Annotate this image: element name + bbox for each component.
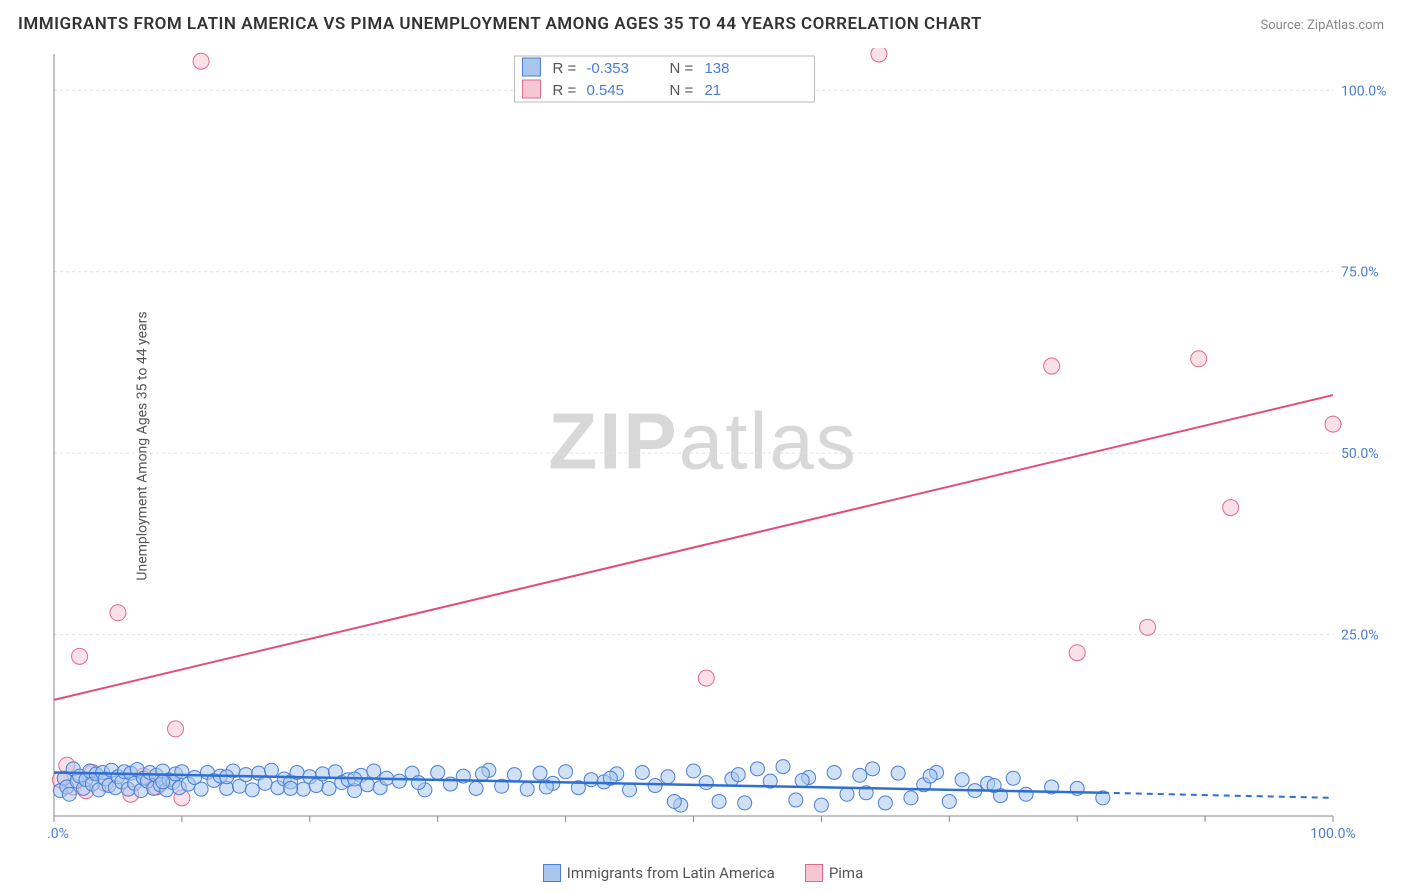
svg-text:100.0%: 100.0% [1310,826,1355,842]
legend-bottom: Immigrants from Latin America Pima [0,864,1406,882]
svg-text:100.0%: 100.0% [1341,83,1386,99]
svg-text:0.0%: 0.0% [48,826,69,842]
svg-text:21: 21 [704,82,721,99]
source-label: Source: ZipAtlas.com [1260,18,1384,33]
svg-text:R =: R = [552,82,576,99]
svg-text:N =: N = [669,82,693,99]
svg-text:N =: N = [669,60,693,77]
legend-item-a: Immigrants from Latin America [543,864,775,882]
svg-text:R =: R = [552,60,576,77]
svg-text:-0.353: -0.353 [586,60,629,77]
legend-item-b: Pima [805,864,863,882]
svg-text:0.545: 0.545 [586,82,624,99]
svg-text:138: 138 [704,60,729,77]
svg-text:75.0%: 75.0% [1341,265,1379,281]
swatch-b [805,864,823,882]
chart-area: 25.0% 50.0% 75.0% 100.0% 0.0% 100.0% R = -0.353… [48,48,1388,842]
svg-text:50.0%: 50.0% [1341,446,1379,462]
swatch-a [543,864,561,882]
chart-title: IMMIGRANTS FROM LATIN AMERICA VS PIMA UN… [18,14,982,34]
legend-label-a: Immigrants from Latin America [567,864,775,882]
scatter-chart: 25.0% 50.0% 75.0% 100.0% 0.0% 100.0% R = -0.353… [48,48,1388,842]
legend-label-b: Pima [829,864,863,882]
svg-text:25.0%: 25.0% [1341,628,1379,644]
